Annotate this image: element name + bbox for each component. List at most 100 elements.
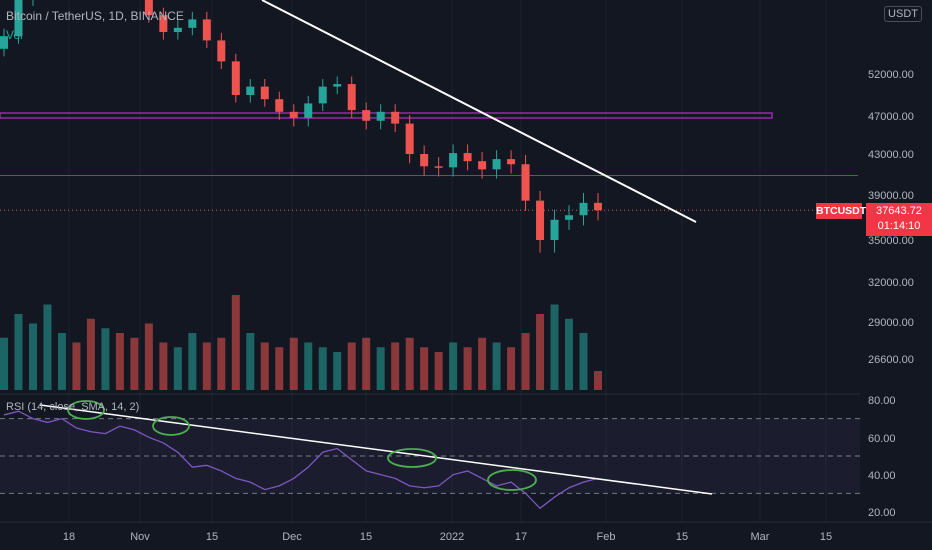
volume-bar [333, 352, 342, 390]
volume-bar [391, 342, 400, 390]
last-price-tag: 37643.72 01:14:10 [866, 203, 932, 236]
volume-bar [463, 347, 472, 390]
volume-bar [57, 333, 66, 390]
candle-body [275, 99, 284, 112]
volume-bar [594, 371, 602, 390]
time-tick-label: 18 [63, 531, 75, 543]
candle-body [14, 0, 23, 37]
volume-bar [405, 337, 414, 390]
volume-bar [0, 337, 8, 390]
volume-bar [289, 337, 298, 390]
volume-bar [304, 342, 313, 390]
candle-body [0, 36, 8, 49]
candle-body [289, 111, 298, 118]
rsi-tick-label: 40.00 [868, 470, 896, 482]
volume-bar [420, 347, 429, 390]
volume-bar [231, 295, 240, 390]
currency-selector[interactable]: USDT [884, 6, 922, 22]
volume-bar [260, 342, 269, 390]
volume-bar [449, 342, 458, 390]
time-tick-label: 15 [820, 531, 832, 543]
volume-bar [72, 342, 81, 390]
volume-bar [159, 342, 168, 390]
price-tick-label: 52000.00 [868, 69, 914, 81]
volume-bar [536, 314, 545, 390]
symbol-title: Bitcoin / TetherUS, 1D, BINANCE [6, 9, 184, 23]
rsi-pivot-circle [67, 400, 105, 420]
candle-body [217, 40, 226, 62]
resistance-zone [0, 112, 773, 119]
price-tick-label: 47000.00 [868, 111, 914, 123]
candlestick-series [0, 0, 602, 253]
volume-bar [492, 342, 501, 390]
time-tick-label: Feb [597, 531, 616, 543]
last-price-value: 37643.72 [876, 205, 922, 217]
volume-bar [550, 304, 559, 390]
candle-body [492, 159, 501, 170]
volume-bar [115, 333, 124, 390]
candle-body [478, 161, 487, 170]
time-tick-label: 15 [676, 531, 688, 543]
price-tick-label: 43000.00 [868, 149, 914, 161]
volume-label: Vol [6, 28, 23, 42]
volume-bar [173, 347, 182, 390]
candle-body [594, 202, 602, 211]
volume-bar [86, 318, 95, 390]
rsi-pivot-circle [152, 416, 190, 436]
volume-bar [434, 352, 443, 390]
rsi-tick-label: 60.00 [868, 433, 896, 445]
price-tick-label: 26600.00 [868, 354, 914, 366]
candle-body [521, 164, 530, 201]
candle-body [376, 111, 385, 121]
grid [0, 0, 932, 523]
volume-bar [362, 337, 371, 390]
candle-body [318, 86, 327, 104]
volume-bar [28, 323, 37, 390]
price-trendline[interactable] [261, 0, 697, 223]
time-tick-label: 15 [360, 531, 372, 543]
time-tick-label: Nov [130, 531, 150, 543]
volume-bar [376, 347, 385, 390]
candle-body [420, 154, 429, 167]
volume-bar [318, 347, 327, 390]
rsi-tick-label: 20.00 [868, 507, 896, 519]
candle-body [536, 200, 545, 240]
volume-bar [565, 318, 574, 390]
volume-bar [188, 333, 197, 390]
volume-bar [579, 333, 588, 390]
volume-bar [14, 314, 23, 390]
candle-body [173, 27, 182, 32]
volume-bar [144, 323, 153, 390]
time-tick-label: 17 [515, 531, 527, 543]
candle-body [507, 159, 516, 165]
volume-bar [101, 328, 110, 390]
candle-body [304, 103, 313, 118]
volume-bar [507, 347, 516, 390]
price-axis[interactable]: 52000.00 47000.00 43000.00 39000.00 35000.00… [868, 69, 914, 519]
candle-body [391, 111, 400, 124]
candle-body [362, 110, 371, 121]
candle-body [550, 219, 559, 240]
volume-bar [275, 347, 284, 390]
volume-bar [347, 342, 356, 390]
volume-bar [217, 337, 226, 390]
time-axis[interactable]: 18 Nov 15 Dec 15 2022 17 Feb 15 Mar 15 [63, 531, 832, 543]
candle-body [434, 166, 443, 168]
candle-body [405, 123, 414, 154]
candle-body [202, 19, 211, 41]
volume-bar [202, 342, 211, 390]
volume-bar [246, 333, 255, 390]
volume-panel [0, 295, 602, 390]
time-tick-label: 15 [206, 531, 218, 543]
descending-trendline [261, 0, 697, 223]
volume-bar [43, 304, 52, 390]
candle-body [579, 202, 588, 216]
rsi-line [3, 410, 599, 510]
candle-body [144, 0, 153, 16]
time-tick-label: 2022 [440, 531, 464, 543]
price-tick-label: 39000.00 [868, 190, 914, 202]
horizontal-levels [0, 112, 858, 211]
candle-body [463, 153, 472, 162]
candle-body [246, 86, 255, 95]
